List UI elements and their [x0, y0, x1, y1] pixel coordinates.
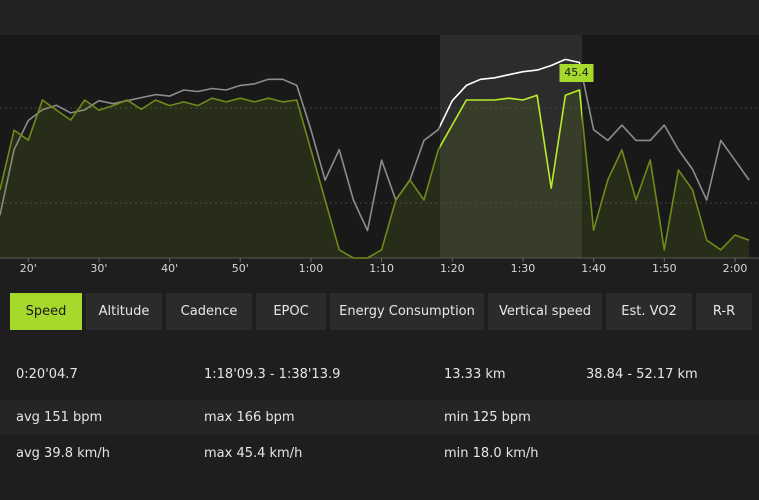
stat-value: 1:18'09.3 - 1:38'13.9 [204, 367, 341, 382]
x-tick-label: 40' [161, 262, 178, 275]
tab[interactable]: Speed [10, 293, 82, 330]
max-label: 45.4 [564, 66, 589, 79]
tab-bar: Speed Altitude Cadence EPOC Energy Consumpti… [0, 293, 759, 330]
stat-value: max 166 bpm [204, 410, 295, 425]
x-tick-label: 20' [20, 262, 37, 275]
x-axis-band [0, 258, 759, 290]
x-tick-label: 30' [90, 262, 107, 275]
x-tick-label: 1:10 [369, 262, 394, 275]
stats-row: 0:20'04.7 1:18'09.3 - 1:38'13.9 13.33 km 38… [0, 357, 759, 392]
x-tick-label: 1:40 [581, 262, 606, 275]
top-bar [0, 0, 759, 35]
stat-value: min 18.0 km/h [444, 446, 539, 461]
tab[interactable]: R-R [696, 293, 752, 330]
x-tick-label: 1:50 [652, 262, 677, 275]
stat-value: max 45.4 km/h [204, 446, 303, 461]
x-tick-label: 1:20 [440, 262, 465, 275]
chart: 20' 30' 40' 50' 1:00 1:10 1:20 1:30 1:40 1:50 2:00… [0, 0, 759, 290]
plot-area [0, 35, 759, 258]
tab[interactable]: Vertical speed [488, 293, 602, 330]
x-tick-label: 2:00 [723, 262, 748, 275]
tab[interactable]: EPOC [256, 293, 326, 330]
tab[interactable]: Energy Consumption [330, 293, 484, 330]
x-tick-label: 50' [232, 262, 249, 275]
stat-value: avg 39.8 km/h [16, 446, 110, 461]
tab[interactable]: Est. VO2 [606, 293, 692, 330]
x-tick-label: 1:00 [299, 262, 324, 275]
max-label-box [559, 64, 594, 83]
tab[interactable]: Altitude [86, 293, 162, 330]
stats-row: avg 39.8 km/h max 45.4 km/h min 18.0 km/h [0, 436, 759, 471]
stat-value: 0:20'04.7 [16, 367, 78, 382]
stats-row: avg 151 bpm max 166 bpm min 125 bpm [0, 400, 759, 435]
x-tick-label: 1:30 [511, 262, 536, 275]
line [0, 89, 750, 259]
stat-value: avg 151 bpm [16, 410, 103, 425]
tab[interactable]: Cadence [166, 293, 252, 330]
stat-value: 38.84 - 52.17 km [586, 367, 698, 382]
stat-value: 13.33 km [444, 367, 506, 382]
stat-value: min 125 bpm [444, 410, 531, 425]
area [0, 90, 750, 258]
